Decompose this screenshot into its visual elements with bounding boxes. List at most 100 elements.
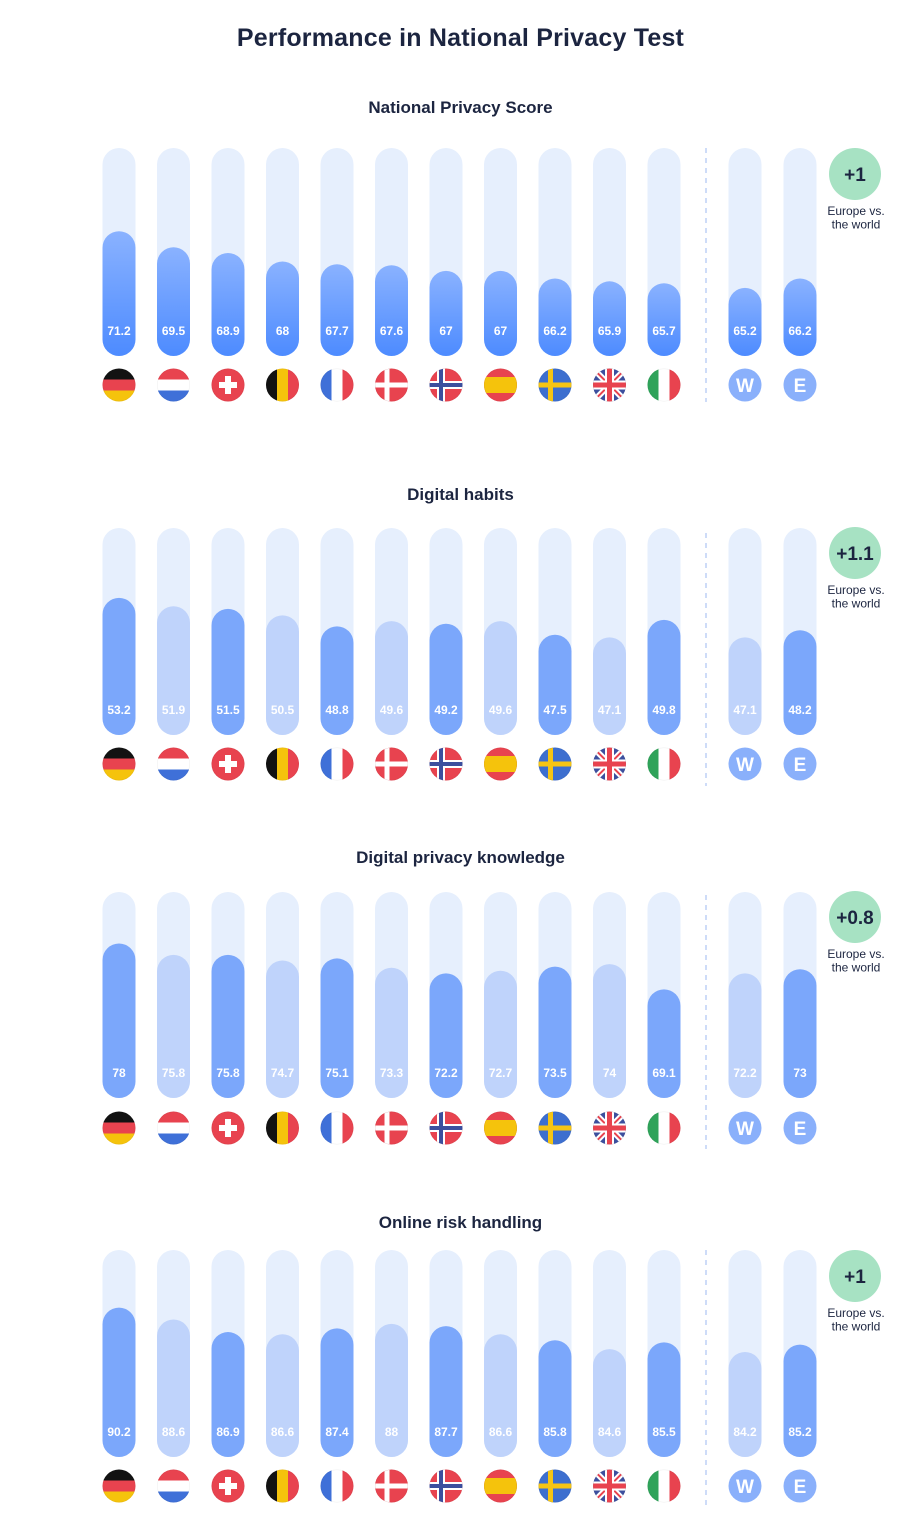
denmark-flag: [375, 368, 408, 402]
comparison-caption: the world: [832, 961, 881, 975]
bar: [211, 954, 245, 1098]
data-label: 49.6: [380, 703, 404, 717]
data-label: 66.2: [543, 324, 567, 338]
icon-letter: W: [736, 376, 754, 397]
sweden-flag: [538, 1111, 572, 1145]
bar: [484, 970, 517, 1098]
germany-flag: [102, 1469, 136, 1503]
germany-flag: [102, 747, 136, 781]
data-label: 74: [603, 1066, 617, 1080]
data-label: 86.9: [216, 1425, 240, 1439]
panel-title: Online risk handling: [379, 1213, 542, 1232]
bar: [157, 954, 190, 1098]
bar: [484, 270, 517, 356]
uk-flag: [593, 368, 626, 402]
belgium-flag: [266, 1469, 299, 1503]
difference-value: +1.1: [836, 544, 874, 565]
data-label: 72.2: [733, 1066, 757, 1080]
icon-letter: W: [736, 1477, 754, 1498]
data-label: 88: [385, 1425, 399, 1439]
bar: [647, 1342, 681, 1457]
data-label: 78: [112, 1066, 126, 1080]
france-flag: [320, 1111, 354, 1145]
data-label: 72.7: [489, 1066, 513, 1080]
bar: [375, 1323, 408, 1457]
world-icon: W: [728, 368, 762, 402]
comparison-caption: Europe vs.: [827, 204, 884, 218]
bar: [429, 270, 463, 356]
bar: [429, 623, 463, 735]
data-label: 87.7: [434, 1425, 458, 1439]
icon-letter: E: [794, 1119, 807, 1140]
data-label: 49.2: [434, 703, 458, 717]
bar: [728, 1352, 762, 1457]
data-label: 69.1: [652, 1066, 676, 1080]
bar: [266, 261, 299, 356]
sweden-flag: [538, 1469, 572, 1503]
spain-flag: [484, 1111, 517, 1145]
data-label: 84.2: [733, 1425, 757, 1439]
data-label: 88.6: [162, 1425, 186, 1439]
icon-letter: E: [794, 376, 807, 397]
world-icon: W: [728, 1469, 762, 1503]
difference-value: +0.8: [836, 908, 874, 929]
data-label: 47.1: [598, 703, 622, 717]
norway-flag: [429, 1111, 463, 1145]
panel-title: Digital privacy knowledge: [356, 848, 565, 867]
bar: [728, 637, 762, 735]
bar: [429, 973, 463, 1098]
page-title: Performance in National Privacy Test: [236, 24, 685, 52]
data-label: 71.2: [107, 324, 131, 338]
data-label: 75.1: [325, 1066, 349, 1080]
data-label: 67.7: [325, 324, 349, 338]
bar: [429, 1326, 463, 1457]
italy-flag: [647, 1111, 681, 1145]
bar: [266, 615, 299, 735]
switzerland-flag: [211, 1111, 245, 1145]
bar: [647, 283, 681, 356]
norway-flag: [429, 1469, 463, 1503]
data-label: 86.6: [489, 1425, 513, 1439]
panel-title: Digital habits: [407, 485, 514, 504]
bar: [647, 989, 681, 1098]
data-label: 73: [793, 1066, 807, 1080]
icon-letter: E: [794, 755, 807, 776]
europe-icon: E: [783, 1469, 817, 1503]
bar: [157, 247, 190, 356]
data-label: 86.6: [271, 1425, 295, 1439]
data-label: 75.8: [162, 1066, 186, 1080]
data-label: 85.2: [788, 1425, 812, 1439]
switzerland-flag: [211, 368, 245, 402]
data-label: 87.4: [325, 1425, 349, 1439]
europe-icon: E: [783, 747, 817, 781]
uk-flag: [593, 1469, 626, 1503]
bar: [375, 265, 408, 356]
bar: [157, 606, 190, 735]
data-label: 51.9: [162, 703, 186, 717]
bar: [783, 969, 817, 1098]
bar: [320, 264, 354, 356]
data-label: 85.8: [543, 1425, 567, 1439]
data-label: 74.7: [271, 1066, 295, 1080]
spain-flag: [484, 747, 517, 781]
data-label: 90.2: [107, 1425, 131, 1439]
icon-letter: W: [736, 755, 754, 776]
bar: [102, 231, 136, 356]
bar: [593, 281, 626, 356]
bar: [647, 619, 681, 735]
data-label: 85.5: [652, 1425, 676, 1439]
spain-flag: [484, 1469, 517, 1503]
data-label: 67: [494, 324, 508, 338]
icon-letter: E: [794, 1477, 807, 1498]
bar: [538, 634, 572, 735]
data-label: 67.6: [380, 324, 404, 338]
icon-letter: W: [736, 1119, 754, 1140]
germany-flag: [102, 368, 136, 402]
france-flag: [320, 1469, 354, 1503]
comparison-caption: the world: [832, 597, 881, 611]
belgium-flag: [266, 1111, 299, 1145]
bar: [320, 1328, 354, 1457]
bar: [320, 626, 354, 735]
difference-value: +1: [844, 1267, 866, 1288]
